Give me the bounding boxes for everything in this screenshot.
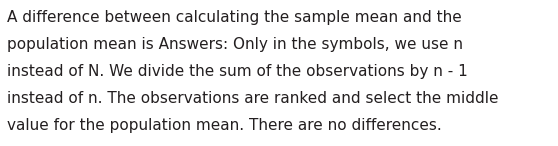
Text: instead of n. The observations are ranked and select the middle: instead of n. The observations are ranke… (7, 91, 499, 106)
Text: population mean is Answers: Only in the symbols, we use n: population mean is Answers: Only in the … (7, 37, 463, 52)
Text: instead of N. We divide the sum of the observations by n - 1: instead of N. We divide the sum of the o… (7, 64, 468, 79)
Text: value for the population mean. There are no differences.: value for the population mean. There are… (7, 118, 442, 133)
Text: A difference between calculating the sample mean and the: A difference between calculating the sam… (7, 10, 462, 25)
